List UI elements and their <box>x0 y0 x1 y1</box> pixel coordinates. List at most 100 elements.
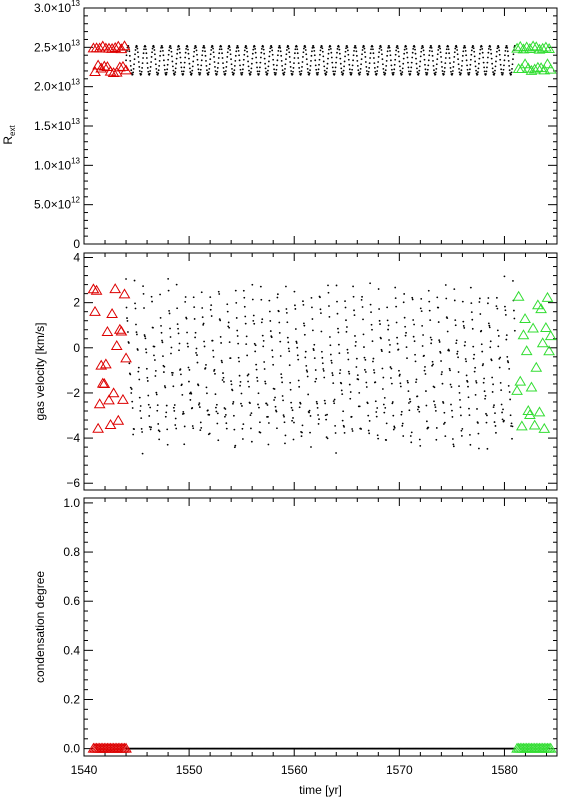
data-point <box>486 414 488 417</box>
data-point <box>324 414 327 417</box>
data-point <box>314 369 317 371</box>
data-point <box>344 55 346 58</box>
data-point <box>401 71 404 73</box>
data-point <box>142 57 144 59</box>
data-point <box>440 373 443 376</box>
data-point <box>407 381 409 384</box>
data-point <box>182 410 185 413</box>
data-point <box>373 371 376 374</box>
data-point <box>460 72 462 75</box>
data-point <box>441 382 444 385</box>
data-point-triangle <box>120 742 132 753</box>
data-point <box>179 56 182 59</box>
data-point <box>270 46 273 49</box>
data-point <box>250 62 253 65</box>
data-point <box>299 402 302 405</box>
data-point-triangle <box>98 60 111 71</box>
data-point <box>319 308 322 311</box>
data-point <box>405 47 408 50</box>
data-point <box>320 350 323 353</box>
data-point <box>330 359 333 362</box>
data-point <box>289 381 292 384</box>
data-point <box>234 59 237 62</box>
data-point <box>349 71 352 74</box>
data-point <box>507 384 510 387</box>
data-point <box>482 363 485 365</box>
data-point <box>200 427 203 429</box>
data-point <box>236 335 239 337</box>
data-point <box>174 417 177 420</box>
data-point <box>329 336 331 338</box>
data-point <box>174 424 177 426</box>
data-point <box>262 48 265 51</box>
data-point <box>450 70 452 73</box>
data-point <box>296 346 299 349</box>
data-point <box>351 430 354 432</box>
data-point <box>443 67 446 69</box>
data-point <box>255 363 258 366</box>
data-point <box>483 390 486 393</box>
data-point <box>489 340 492 343</box>
data-point <box>333 398 336 401</box>
data-point <box>263 368 266 370</box>
data-point <box>496 329 499 332</box>
data-point <box>505 338 508 341</box>
data-point <box>269 330 272 332</box>
data-point <box>327 52 330 55</box>
data-point <box>331 372 334 374</box>
data-point <box>287 341 290 344</box>
data-point <box>418 438 421 441</box>
data-point <box>218 293 221 295</box>
data-point <box>386 319 389 322</box>
data-point <box>409 435 412 437</box>
data-point <box>474 366 477 369</box>
data-point <box>271 355 274 358</box>
y-tick-label: 0.0 <box>63 742 80 756</box>
data-point <box>240 72 242 74</box>
data-point <box>304 46 307 48</box>
data-point <box>246 354 249 357</box>
data-point <box>452 61 455 63</box>
data-point <box>169 336 172 338</box>
data-point <box>397 50 400 53</box>
data-point <box>431 54 434 57</box>
data-point <box>168 312 171 315</box>
data-point <box>384 406 387 409</box>
data-point <box>389 49 391 52</box>
data-point <box>259 56 262 59</box>
data-point <box>242 63 245 66</box>
data-point <box>393 63 396 66</box>
data-point <box>484 397 486 400</box>
data-point <box>429 319 432 322</box>
data-point <box>243 49 246 52</box>
data-point <box>233 64 236 67</box>
data-point <box>149 70 152 72</box>
data-point <box>192 296 195 299</box>
data-point-triangle <box>87 283 100 294</box>
data-point <box>308 411 310 414</box>
data-point <box>183 61 186 64</box>
data-point <box>246 50 249 53</box>
data-point <box>448 367 451 370</box>
data-point <box>284 63 287 66</box>
data-point <box>412 319 415 321</box>
data-point <box>269 320 272 322</box>
data-point <box>217 290 220 293</box>
data-point <box>349 397 352 400</box>
data-point <box>129 373 132 376</box>
data-point <box>411 56 414 59</box>
data-point <box>368 62 371 65</box>
data-point <box>423 53 425 56</box>
data-point <box>495 55 498 58</box>
data-point <box>294 328 297 330</box>
data-point <box>264 62 267 65</box>
data-point <box>268 50 271 53</box>
y-tick-label: −2 <box>66 386 80 400</box>
data-point <box>409 73 412 75</box>
data-point <box>276 427 278 430</box>
data-point <box>219 319 222 322</box>
data-point <box>457 371 460 373</box>
data-point <box>193 318 196 320</box>
data-point <box>327 291 330 294</box>
